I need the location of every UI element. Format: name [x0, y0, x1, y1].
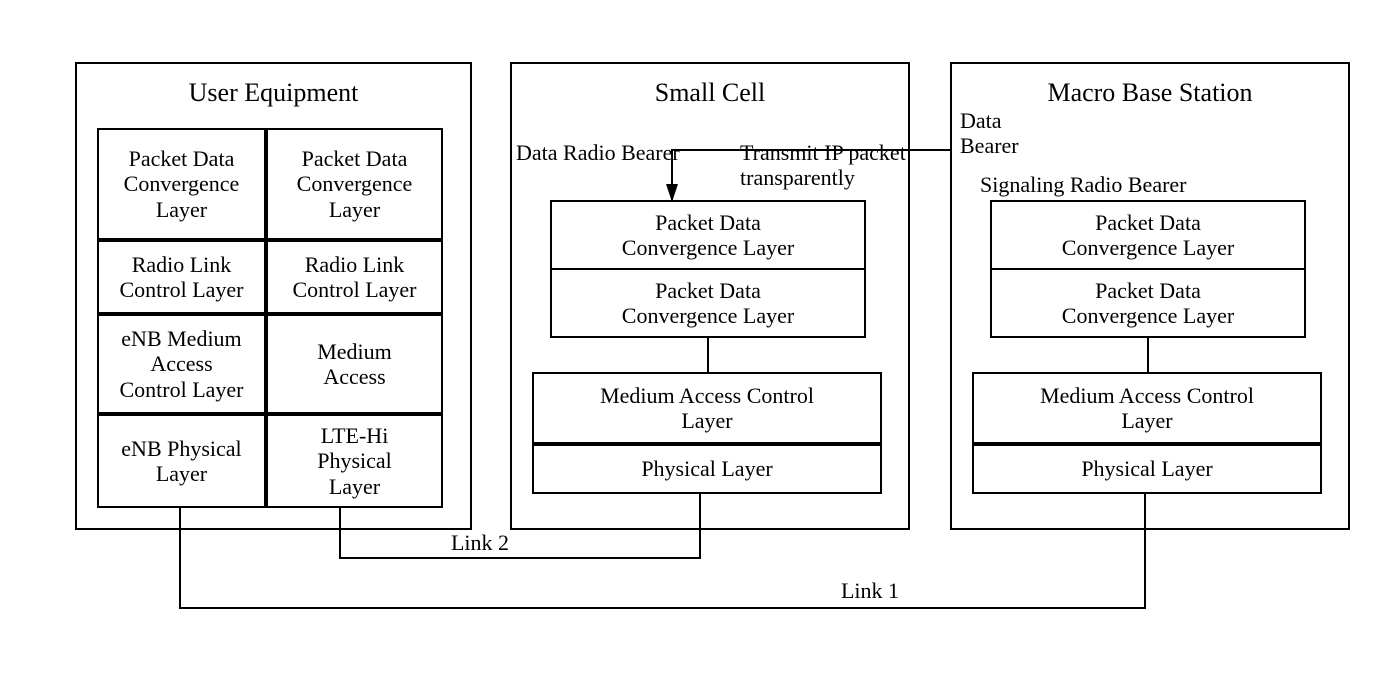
small-cell-pdcp-upper: Packet DataConvergence Layer — [550, 200, 866, 270]
sc-pdcp-upper-label: Packet DataConvergence Layer — [622, 210, 794, 261]
macro-pdcp-lower-label: Packet DataConvergence Layer — [1062, 278, 1234, 329]
ue-phy-right: LTE-HiPhysicalLayer — [266, 414, 443, 508]
macro-phy: Physical Layer — [972, 444, 1322, 494]
ue-rlc-right: Radio LinkControl Layer — [266, 240, 443, 314]
link2-label: Link 2 — [430, 530, 530, 555]
ue-pdcp-left-label: Packet DataConvergenceLayer — [124, 146, 240, 222]
ue-pdcp-left: Packet DataConvergenceLayer — [97, 128, 266, 240]
ue-phy-left-label: eNB PhysicalLayer — [121, 436, 241, 487]
macro-pdcp-upper: Packet DataConvergence Layer — [990, 200, 1306, 270]
small-cell-pdcp-lower: Packet DataConvergence Layer — [550, 268, 866, 338]
sc-mac-label: Medium Access ControlLayer — [600, 383, 814, 434]
macro-mac: Medium Access ControlLayer — [972, 372, 1322, 444]
small-cell-phy: Physical Layer — [532, 444, 882, 494]
ue-rlc-left: Radio LinkControl Layer — [97, 240, 266, 314]
ue-mac-left-label: eNB MediumAccessControl Layer — [119, 326, 243, 402]
ue-mac-left: eNB MediumAccessControl Layer — [97, 314, 266, 414]
macro-pdcp-lower: Packet DataConvergence Layer — [990, 268, 1306, 338]
macro-mac-label: Medium Access ControlLayer — [1040, 383, 1254, 434]
sc-phy-label: Physical Layer — [641, 456, 772, 481]
macro-srb-label: Signaling Radio Bearer — [980, 172, 1340, 197]
small-cell-mac: Medium Access ControlLayer — [532, 372, 882, 444]
macro-pdcp-upper-label: Packet DataConvergence Layer — [1062, 210, 1234, 261]
small-cell-drb-label: Data Radio Bearer — [516, 140, 736, 165]
sc-pdcp-lower-label: Packet DataConvergence Layer — [622, 278, 794, 329]
ue-phy-right-label: LTE-HiPhysicalLayer — [317, 423, 392, 499]
ue-mac-right: MediumAccess — [266, 314, 443, 414]
ue-pdcp-right: Packet DataConvergenceLayer — [266, 128, 443, 240]
ue-phy-left: eNB PhysicalLayer — [97, 414, 266, 508]
small-cell-title: Small Cell — [510, 78, 910, 108]
link1-label: Link 1 — [820, 578, 920, 603]
ue-title: User Equipment — [75, 78, 472, 108]
ue-mac-right-label: MediumAccess — [317, 339, 392, 390]
macro-title: Macro Base Station — [950, 78, 1350, 108]
transmit-label: Transmit IP packettransparently — [740, 140, 980, 191]
ue-rlc-left-label: Radio LinkControl Layer — [119, 252, 243, 303]
ue-pdcp-right-label: Packet DataConvergenceLayer — [297, 146, 413, 222]
macro-phy-label: Physical Layer — [1081, 456, 1212, 481]
ue-rlc-right-label: Radio LinkControl Layer — [292, 252, 416, 303]
